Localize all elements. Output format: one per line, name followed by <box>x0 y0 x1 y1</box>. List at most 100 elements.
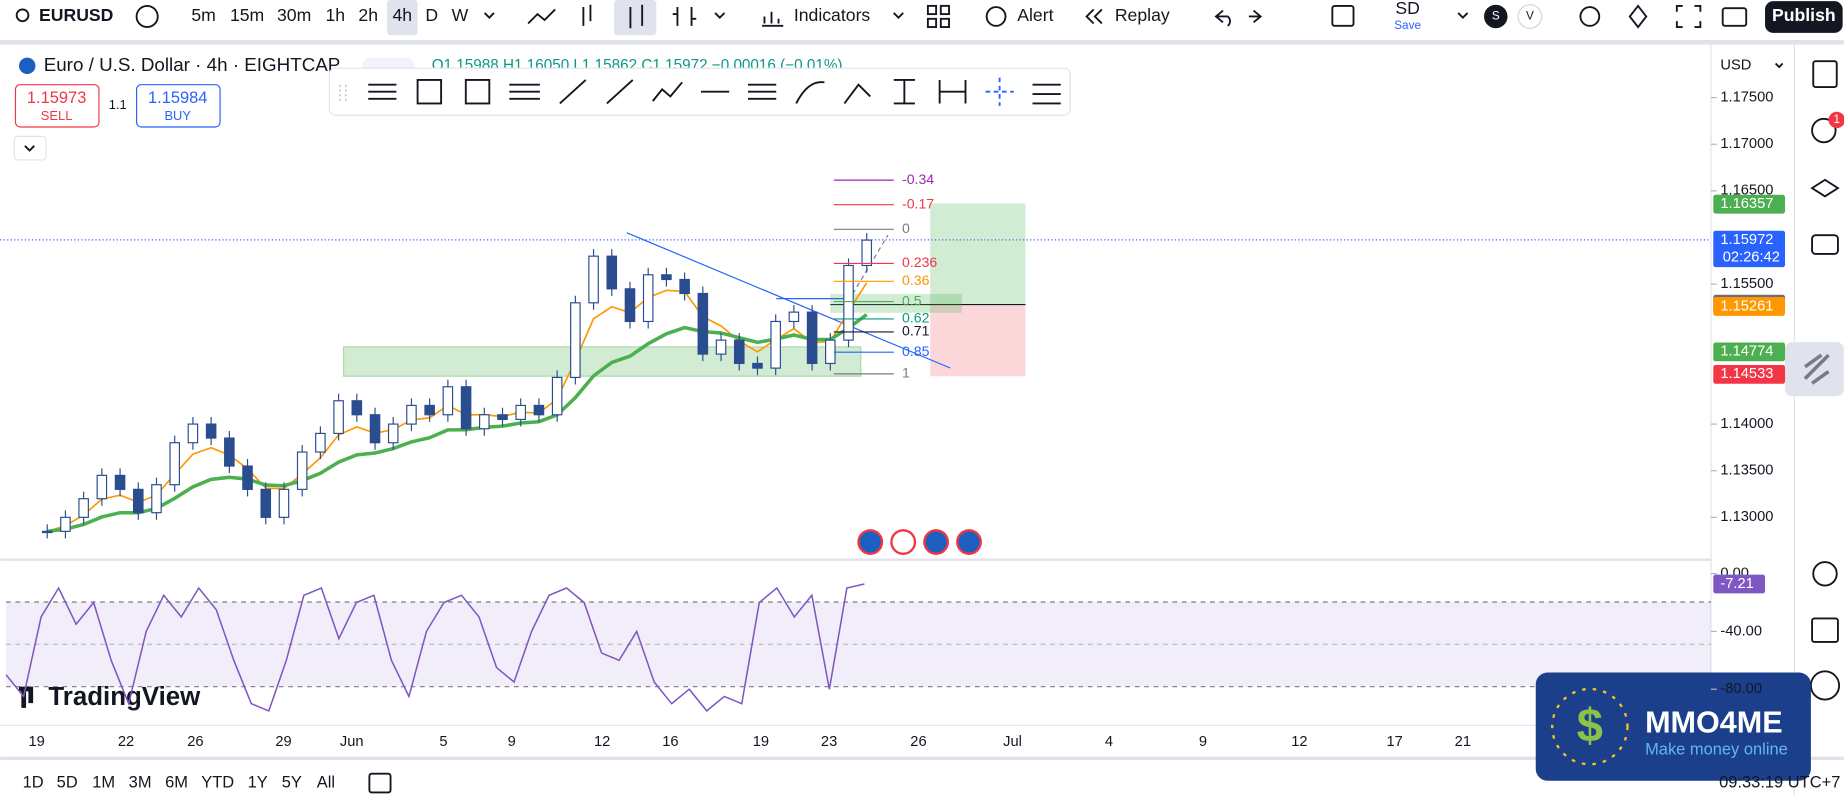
event-flag[interactable] <box>956 529 982 555</box>
replay[interactable]: Replay <box>1115 5 1170 25</box>
y-tick-label: -80.00 <box>1720 681 1762 697</box>
range-button[interactable]: 5D <box>57 773 78 791</box>
layers[interactable] <box>1810 178 1840 198</box>
indicators-icon[interactable] <box>762 11 784 27</box>
layout-box[interactable] <box>1331 4 1355 27</box>
layout-icon <box>939 4 950 16</box>
interval[interactable]: D <box>425 5 438 25</box>
dropdown[interactable] <box>1457 12 1469 19</box>
indicators[interactable]: Indicators <box>794 5 871 25</box>
tool[interactable] <box>464 79 491 105</box>
interval[interactable]: 5m <box>191 5 215 25</box>
interval[interactable]: 2h <box>358 5 378 25</box>
buy-button[interactable] <box>135 84 221 128</box>
add-symbol[interactable] <box>135 4 159 28</box>
fib-label: 0.71 <box>902 323 930 339</box>
range-button[interactable]: 3M <box>129 773 152 791</box>
event-flag[interactable] <box>890 529 917 555</box>
sell-button[interactable] <box>14 84 100 128</box>
candle-body <box>588 255 599 304</box>
alerts[interactable] <box>1811 117 1837 144</box>
event-flag[interactable] <box>857 529 884 555</box>
currency[interactable]: USD <box>1720 58 1751 74</box>
price-tag <box>1713 194 1786 214</box>
tool[interactable] <box>606 79 634 105</box>
drag-handle[interactable] <box>339 84 347 104</box>
event-flag[interactable] <box>923 529 950 555</box>
settings[interactable] <box>1628 4 1648 29</box>
candle-body <box>96 474 108 500</box>
calendar[interactable] <box>1811 617 1839 643</box>
clock[interactable]: 09:33:19 UTC+7 <box>1719 773 1840 791</box>
range-button[interactable]: All <box>317 773 335 791</box>
candle-body <box>788 311 800 323</box>
x-tick-label: 9 <box>508 734 516 750</box>
screenshot[interactable] <box>1721 7 1748 27</box>
buy-price: 1.15984 <box>148 89 207 107</box>
active-chart-type[interactable] <box>613 0 657 36</box>
tool[interactable] <box>559 79 587 105</box>
candle-body <box>205 423 217 439</box>
tool[interactable] <box>416 79 443 105</box>
y-tick-label: 1.13000 <box>1720 509 1773 525</box>
fib-label: -0.34 <box>902 171 934 187</box>
fullscreen[interactable] <box>1675 4 1702 28</box>
tool[interactable] <box>795 81 825 104</box>
chart-type-bars[interactable] <box>582 4 592 26</box>
tool[interactable] <box>652 81 683 102</box>
candle-body <box>132 488 144 514</box>
dropdown[interactable] <box>1774 62 1784 69</box>
bars-icon[interactable] <box>672 7 697 26</box>
interval[interactable]: 4h <box>393 5 413 25</box>
range-button[interactable]: 5Y <box>282 773 302 791</box>
range-button[interactable]: 1D <box>23 773 44 791</box>
date-range-icon[interactable] <box>368 772 392 794</box>
fib-label: 0.5 <box>902 292 922 308</box>
layout-icon[interactable] <box>926 4 938 16</box>
interval[interactable]: 30m <box>277 5 311 25</box>
replay-icon[interactable] <box>1085 8 1103 25</box>
y-tick-label: 1.13500 <box>1720 463 1773 479</box>
range-button[interactable]: 6M <box>165 773 188 791</box>
tool[interactable] <box>938 79 967 104</box>
watchlist[interactable] <box>1812 60 1838 88</box>
dropdown[interactable] <box>893 12 904 19</box>
chart-type-line[interactable] <box>527 8 556 25</box>
alert[interactable]: Alert <box>1017 5 1053 25</box>
series-title[interactable]: Euro / U.S. Dollar · 4h · EIGHTCAP <box>44 54 341 75</box>
redo[interactable] <box>1248 9 1263 24</box>
dropdown[interactable] <box>483 12 495 19</box>
rsi-tag-label: -7.21 <box>1720 576 1753 592</box>
collapse-legend[interactable] <box>13 135 47 161</box>
quick-search[interactable] <box>1579 6 1601 27</box>
range-button[interactable]: 1M <box>92 773 115 791</box>
fib-label: -0.17 <box>902 195 934 211</box>
tool[interactable] <box>893 79 915 105</box>
tool[interactable] <box>843 83 871 105</box>
save-label[interactable]: Save <box>1394 19 1421 32</box>
avatar[interactable] <box>1517 4 1543 29</box>
tool[interactable] <box>985 77 1014 106</box>
candle-body <box>861 239 873 267</box>
publish-button[interactable] <box>1765 1 1843 33</box>
candle-body <box>224 437 235 467</box>
interval[interactable]: 15m <box>230 5 264 25</box>
range-button[interactable]: YTD <box>201 773 234 791</box>
interval[interactable]: W <box>452 5 469 25</box>
avatar[interactable] <box>1484 4 1508 29</box>
dropdown[interactable] <box>714 12 726 19</box>
tool[interactable] <box>1032 83 1061 105</box>
target[interactable] <box>1812 561 1838 587</box>
chat[interactable] <box>1811 234 1839 255</box>
undo[interactable] <box>1214 9 1231 27</box>
tool[interactable] <box>368 83 397 100</box>
save-layout[interactable]: SD <box>1395 0 1419 18</box>
symbol[interactable]: EURUSD <box>39 5 113 25</box>
tool[interactable] <box>747 83 777 100</box>
search-icon[interactable] <box>15 8 30 23</box>
range-button[interactable]: 1Y <box>248 773 268 791</box>
alert-icon[interactable] <box>985 6 1007 27</box>
interval[interactable]: 1h <box>325 5 345 25</box>
tool[interactable] <box>509 83 540 100</box>
candle-body <box>387 423 399 444</box>
